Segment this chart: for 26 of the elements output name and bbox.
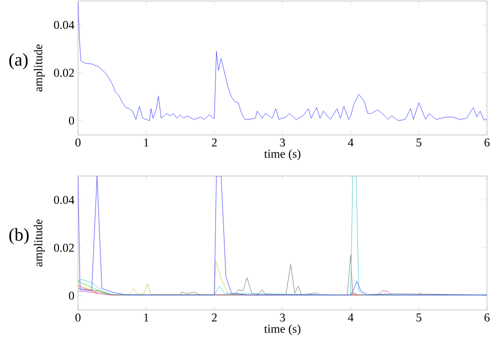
x-tick-label: 0	[75, 138, 81, 147]
x-tick-label: 2	[212, 314, 217, 322]
y-tick-label: 0	[68, 292, 74, 300]
x-axis-title: time (s)	[264, 149, 300, 160]
x-tick-label: 0	[75, 314, 81, 322]
y-tick-label: 0.04	[54, 196, 74, 204]
x-tick-label: 4	[348, 138, 354, 146]
y-axis-title: amplitude	[34, 220, 45, 266]
x-tick-label: 6	[484, 314, 490, 322]
y-axis-title: amplitude	[34, 44, 45, 92]
x-tick-label: 4	[348, 314, 354, 322]
y-tick-label: 0.04	[54, 20, 74, 29]
text: (b)	[9, 228, 29, 244]
y-tick-label: 0	[68, 116, 74, 125]
x-tick-label: 1	[144, 314, 148, 322]
y-tick-label: 0.02	[54, 68, 74, 77]
text: (a)	[9, 53, 28, 70]
x-tick-label: 6	[484, 138, 490, 147]
x-tick-label: 2	[212, 138, 217, 146]
x-axis-title: time (s)	[264, 324, 300, 336]
y-tick-label: 0.02	[54, 244, 74, 252]
x-tick-label: 5	[416, 314, 422, 322]
x-tick-label: 3	[280, 138, 286, 147]
x-tick-label: 3	[280, 314, 286, 322]
x-tick-label: 5	[416, 138, 422, 146]
x-tick-label: 1	[144, 138, 148, 146]
